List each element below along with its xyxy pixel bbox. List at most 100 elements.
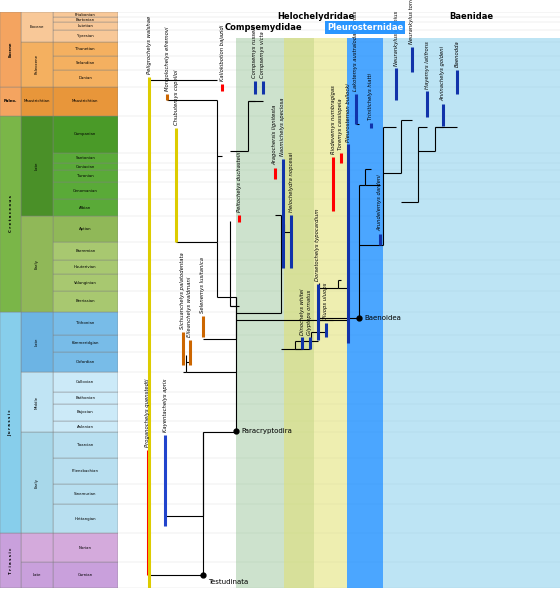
Text: Late: Late — [35, 162, 39, 170]
Text: Uluops uluops: Uluops uluops — [323, 283, 328, 320]
Text: Compsemys victa: Compsemys victa — [260, 31, 265, 78]
Bar — [53, 70, 118, 87]
Text: Middle: Middle — [35, 396, 39, 409]
Text: Paleo.: Paleo. — [4, 99, 17, 103]
Bar — [21, 372, 53, 433]
Text: Sinemurian: Sinemurian — [74, 493, 96, 496]
Text: Late: Late — [33, 573, 41, 577]
Bar — [53, 392, 118, 404]
Text: Neurankylus torrejonensis: Neurankylus torrejonensis — [409, 0, 414, 44]
Text: Kallokibotion bajazidi: Kallokibotion bajazidi — [220, 25, 225, 81]
Bar — [53, 421, 118, 433]
Bar — [53, 404, 118, 421]
Bar — [53, 433, 118, 458]
Bar — [53, 199, 118, 217]
Text: Selenemys lusitanica: Selenemys lusitanica — [200, 257, 205, 313]
Text: T r i a s s i c: T r i a s s i c — [8, 547, 12, 574]
Text: Carnian: Carnian — [78, 573, 93, 577]
Text: Toremys cassiopeia: Toremys cassiopeia — [338, 98, 343, 150]
Text: Valanginian: Valanginian — [74, 281, 97, 285]
Bar — [53, 372, 118, 392]
Text: Kimmeridgian: Kimmeridgian — [72, 341, 99, 345]
Bar — [53, 533, 118, 562]
Text: Pliensbachian: Pliensbachian — [72, 469, 99, 473]
Text: Peligrochelys walshae: Peligrochelys walshae — [147, 16, 152, 74]
Text: Dinochelys whitei: Dinochelys whitei — [300, 288, 305, 335]
Text: Tithonian: Tithonian — [76, 321, 95, 325]
Bar — [21, 217, 53, 311]
Text: Elleanchelys waldmani: Elleanchelys waldmani — [187, 277, 192, 337]
Bar — [53, 260, 118, 274]
Text: Norian: Norian — [79, 545, 92, 550]
Text: Thanetian: Thanetian — [76, 47, 95, 51]
Text: Hettangian: Hettangian — [74, 517, 96, 521]
Bar — [0, 116, 21, 311]
Text: Lutetian: Lutetian — [77, 25, 93, 28]
Bar — [53, 31, 118, 42]
Text: Trinitichelys hiatti: Trinitichelys hiatti — [368, 73, 373, 120]
Bar — [53, 87, 118, 116]
Text: Early: Early — [35, 478, 39, 488]
Bar — [0, 87, 21, 116]
Bar — [53, 12, 118, 17]
Text: Coniacian: Coniacian — [76, 164, 95, 169]
Text: Peltochelys duchastelii: Peltochelys duchastelii — [237, 151, 242, 212]
Text: Eocene: Eocene — [30, 25, 44, 29]
Text: Helochelydridae: Helochelydridae — [277, 11, 354, 20]
Text: Pleurosternidae: Pleurosternidae — [327, 23, 403, 32]
Text: Proganochelys quenstedti: Proganochelys quenstedti — [145, 379, 150, 447]
Bar — [53, 116, 118, 153]
Text: J u r a s s i c: J u r a s s i c — [8, 409, 12, 436]
Text: Cenomanian: Cenomanian — [73, 188, 97, 193]
Text: Bathonian: Bathonian — [75, 396, 95, 400]
Text: Ypresian: Ypresian — [77, 34, 94, 38]
Bar — [53, 56, 118, 70]
Bar — [0, 311, 21, 533]
Bar — [21, 433, 53, 533]
Text: Santonian: Santonian — [76, 156, 95, 160]
Text: C r e t a c e o u s: C r e t a c e o u s — [8, 195, 12, 232]
Bar — [53, 352, 118, 372]
Bar — [53, 335, 118, 352]
Bar — [236, 38, 315, 588]
Text: Riodevemys numbragigas: Riodevemys numbragigas — [330, 85, 335, 154]
Text: Helochelydra nopcesai: Helochelydra nopcesai — [288, 152, 293, 212]
Text: Baenodda: Baenodda — [455, 40, 460, 67]
Bar — [21, 87, 53, 116]
Text: Berriasian: Berriasian — [76, 299, 95, 304]
Text: Arvinachelys goldeni: Arvinachelys goldeni — [440, 46, 445, 101]
Text: Toarcian: Toarcian — [77, 443, 94, 448]
Text: Glyptops ornatus: Glyptops ornatus — [307, 289, 312, 335]
Text: Testudinata: Testudinata — [208, 579, 248, 585]
Text: Selandian: Selandian — [76, 61, 95, 65]
Bar — [347, 38, 383, 588]
Text: Lakotemys australodakotensis: Lakotemys australodakotensis — [353, 11, 358, 91]
Text: Campanian: Campanian — [74, 133, 96, 136]
Text: Sichuanchelys palatodentata: Sichuanchelys palatodentata — [180, 252, 185, 329]
Text: Aalenian: Aalenian — [77, 425, 94, 429]
Text: Danian: Danian — [78, 76, 92, 80]
Bar — [53, 170, 118, 182]
Bar — [21, 562, 53, 588]
Bar — [21, 311, 53, 372]
Bar — [21, 12, 53, 42]
Text: Maastrichtian: Maastrichtian — [72, 99, 99, 103]
Bar — [21, 533, 53, 562]
Text: Eocene: Eocene — [8, 41, 12, 57]
Bar — [53, 311, 118, 335]
Bar — [53, 505, 118, 533]
Text: Baenidae: Baenidae — [450, 11, 493, 20]
Bar — [53, 217, 118, 242]
Text: Late: Late — [35, 338, 39, 346]
Bar — [53, 17, 118, 22]
Text: Oxfordian: Oxfordian — [76, 360, 95, 364]
Text: Naomichelys speciosa: Naomichelys speciosa — [280, 97, 285, 156]
Text: Turonian: Turonian — [77, 174, 94, 178]
Text: Baenoidea: Baenoidea — [364, 316, 401, 322]
Text: Bajocian: Bajocian — [77, 410, 94, 415]
Text: Kayentachelys aprix: Kayentachelys aprix — [163, 379, 168, 433]
Text: Arundelemys dardeni: Arundelemys dardeni — [377, 174, 382, 231]
Text: Maastrichtian: Maastrichtian — [24, 99, 50, 103]
Text: Hauterivian: Hauterivian — [74, 265, 96, 269]
Text: Pleurosternon bullocki: Pleurosternon bullocki — [346, 83, 351, 142]
